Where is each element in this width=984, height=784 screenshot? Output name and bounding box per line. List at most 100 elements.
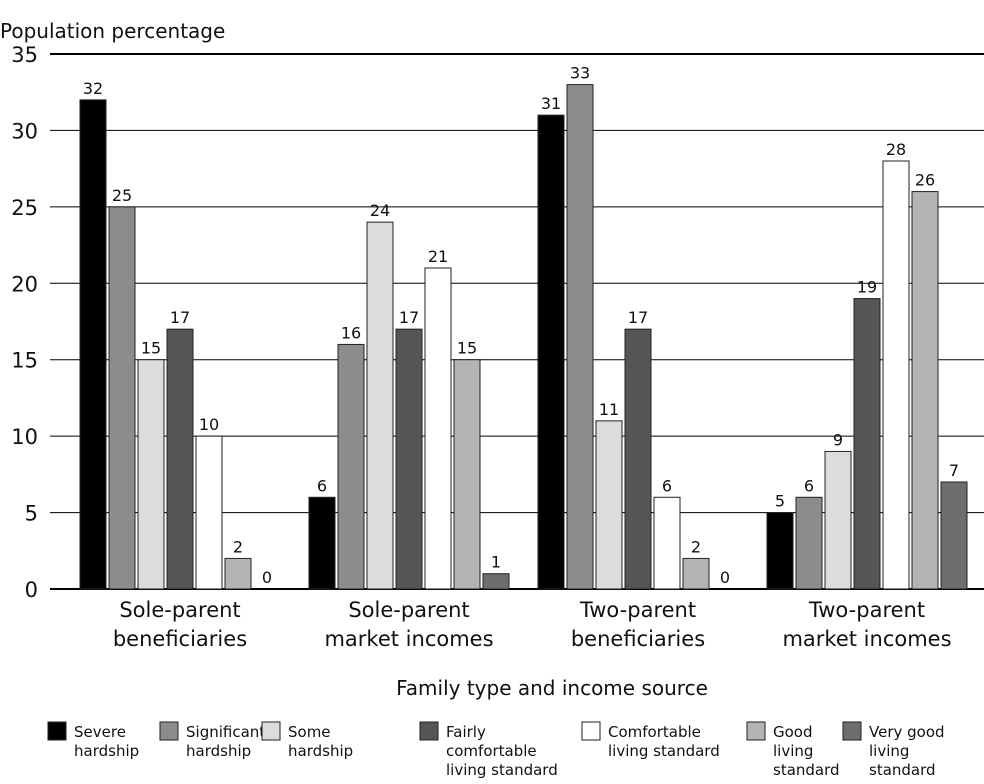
y-tick-label: 10 xyxy=(11,425,38,449)
bar xyxy=(195,435,223,590)
bar xyxy=(853,298,881,590)
y-axis-label: Population percentage xyxy=(0,19,225,43)
legend-label: living standard xyxy=(446,761,558,779)
legend-label: hardship xyxy=(74,742,139,760)
bar xyxy=(108,206,136,590)
legend-swatch xyxy=(842,721,862,741)
data-label: 15 xyxy=(141,339,161,358)
legend-label: Fairly xyxy=(446,723,486,741)
category-label: beneficiaries xyxy=(571,627,705,651)
legend-label: Comfortable xyxy=(608,723,701,741)
y-tick-label: 20 xyxy=(11,272,38,296)
y-tick-label: 15 xyxy=(11,349,38,373)
y-tick-label: 25 xyxy=(11,196,38,220)
bar xyxy=(824,450,852,590)
legend-label: Significant xyxy=(186,723,265,741)
y-tick-label: 5 xyxy=(25,502,38,526)
bar xyxy=(308,496,336,590)
bar xyxy=(395,328,423,590)
bar xyxy=(537,114,565,590)
legend-swatch xyxy=(746,721,766,741)
bar xyxy=(366,221,394,590)
data-label: 6 xyxy=(662,476,672,495)
legend-label: living xyxy=(869,742,909,760)
data-label: 31 xyxy=(541,94,561,113)
legend-label: Very good xyxy=(869,723,945,741)
bar xyxy=(424,267,452,590)
data-label: 9 xyxy=(833,430,843,449)
bar xyxy=(682,557,710,590)
data-label: 25 xyxy=(112,186,132,205)
bar xyxy=(337,343,365,590)
data-label: 0 xyxy=(720,568,730,587)
legend-label: standard xyxy=(773,761,840,779)
legend-label: living xyxy=(773,742,813,760)
legend-label: living standard xyxy=(608,742,720,760)
bar xyxy=(795,496,823,590)
data-label: 28 xyxy=(886,140,906,159)
data-label: 17 xyxy=(628,308,648,327)
data-label: 32 xyxy=(83,79,103,98)
data-label: 17 xyxy=(170,308,190,327)
legend-swatch xyxy=(47,721,67,741)
y-tick-label: 0 xyxy=(25,578,38,602)
data-label: 6 xyxy=(317,476,327,495)
bar xyxy=(911,191,939,590)
y-axis-ticks: 0 5 10 15 20 25 30 35 xyxy=(11,43,38,602)
data-label: 7 xyxy=(949,461,959,480)
data-label: 17 xyxy=(399,308,419,327)
bar xyxy=(624,328,652,590)
data-label: 15 xyxy=(457,339,477,358)
bar xyxy=(595,420,623,590)
category-label: Sole-parent xyxy=(119,598,240,622)
bars xyxy=(79,84,968,590)
data-label: 11 xyxy=(599,400,619,419)
legend-label: hardship xyxy=(186,742,251,760)
bar xyxy=(224,557,252,590)
bar xyxy=(940,481,968,590)
y-tick-label: 30 xyxy=(11,119,38,143)
bar xyxy=(137,359,165,590)
x-axis-label: Family type and income source xyxy=(396,676,708,700)
category-label: market incomes xyxy=(782,627,951,651)
legend-swatch xyxy=(581,721,601,741)
bar xyxy=(79,99,107,590)
legend-label: Some xyxy=(288,723,331,741)
data-label: 1 xyxy=(491,553,501,572)
data-label: 21 xyxy=(428,247,448,266)
data-label: 2 xyxy=(233,537,243,556)
data-label: 2 xyxy=(691,537,701,556)
data-label: 19 xyxy=(857,278,877,297)
data-label: 10 xyxy=(199,415,219,434)
bar xyxy=(453,359,481,590)
legend-label: standard xyxy=(869,761,936,779)
bar xyxy=(766,512,794,590)
value-labels: 3225151710206162417211513133111762056919… xyxy=(83,64,959,587)
legend-label: Severe xyxy=(74,723,126,741)
category-label: Sole-parent xyxy=(348,598,469,622)
category-label: Two-parent xyxy=(579,598,696,622)
data-label: 5 xyxy=(775,492,785,511)
legend: SeverehardshipSignificanthardshipSomehar… xyxy=(47,721,945,779)
data-label: 24 xyxy=(370,201,390,220)
legend-label: Good xyxy=(773,723,813,741)
bar xyxy=(882,160,910,590)
data-label: 6 xyxy=(804,476,814,495)
category-label: Two-parent xyxy=(808,598,925,622)
bar xyxy=(482,573,510,590)
data-label: 26 xyxy=(915,171,935,190)
legend-label: comfortable xyxy=(446,742,537,760)
bar xyxy=(166,328,194,590)
category-label: beneficiaries xyxy=(113,627,247,651)
category-label: market incomes xyxy=(324,627,493,651)
data-label: 33 xyxy=(570,64,590,83)
bar xyxy=(653,496,681,590)
legend-swatch xyxy=(419,721,439,741)
legend-swatch xyxy=(159,721,179,741)
legend-swatch xyxy=(261,721,281,741)
data-label: 16 xyxy=(341,323,361,342)
y-tick-label: 35 xyxy=(11,43,38,67)
legend-label: hardship xyxy=(288,742,353,760)
bar xyxy=(566,84,594,590)
